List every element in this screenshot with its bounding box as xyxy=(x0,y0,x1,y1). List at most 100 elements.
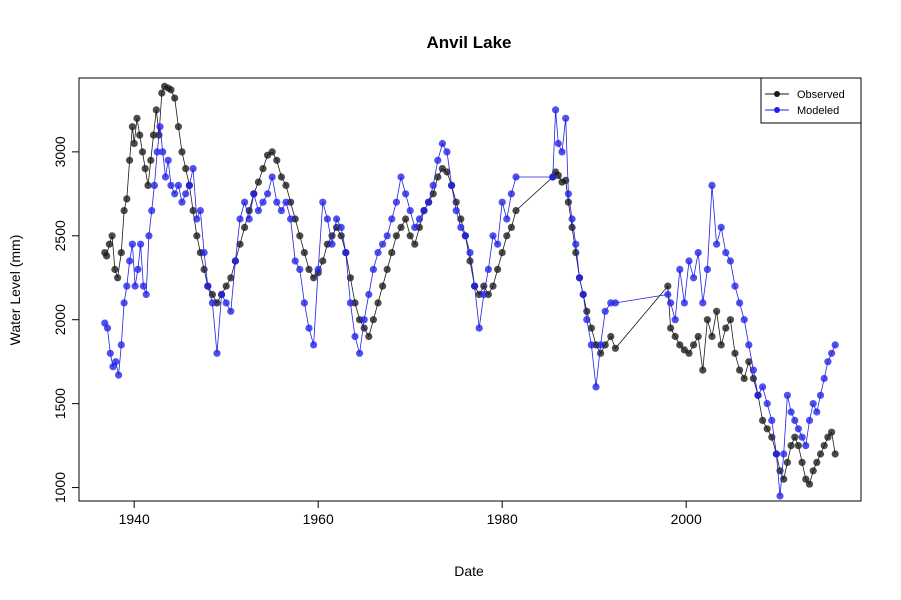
data-point-modeled xyxy=(776,492,784,500)
data-point-modeled xyxy=(145,232,153,240)
data-point-modeled xyxy=(360,316,368,324)
data-point-modeled xyxy=(480,290,488,299)
data-point-modeled xyxy=(471,282,479,290)
data-point-modeled xyxy=(554,139,562,148)
legend: Observed Modeled xyxy=(760,77,862,124)
data-point-modeled xyxy=(150,181,158,189)
data-point-modeled xyxy=(768,416,776,424)
legend-label-observed: Observed xyxy=(797,89,845,101)
data-point-modeled xyxy=(503,215,511,223)
data-point-modeled xyxy=(722,249,730,257)
data-point-observed xyxy=(583,307,591,315)
y-tick-label: 3000 xyxy=(52,136,68,167)
data-point-observed xyxy=(816,450,825,458)
data-point-modeled xyxy=(106,349,114,357)
data-point-modeled xyxy=(708,181,716,189)
data-point-observed xyxy=(690,341,698,349)
data-point-observed xyxy=(123,195,131,203)
data-point-observed xyxy=(572,249,580,257)
data-point-modeled xyxy=(713,240,721,248)
y-tick-label: 1000 xyxy=(52,472,68,503)
data-point-observed xyxy=(392,232,400,240)
data-point-observed xyxy=(736,366,744,374)
data-point-observed xyxy=(277,173,285,181)
data-point-modeled xyxy=(597,341,605,349)
data-point-modeled xyxy=(245,215,253,223)
x-axis-label: Date xyxy=(454,563,484,579)
data-point-modeled xyxy=(731,282,739,290)
data-point-modeled xyxy=(745,341,753,349)
data-point-modeled xyxy=(583,316,591,324)
data-point-observed xyxy=(174,123,182,131)
data-point-observed xyxy=(374,299,382,307)
data-point-observed xyxy=(783,458,792,466)
data-point-modeled xyxy=(406,207,414,215)
data-point-observed xyxy=(703,316,712,324)
data-point-modeled xyxy=(667,299,675,307)
data-point-modeled xyxy=(159,148,167,156)
data-point-modeled xyxy=(142,290,150,299)
data-point-modeled xyxy=(575,274,584,282)
data-point-modeled xyxy=(552,106,560,114)
data-point-modeled xyxy=(457,223,465,231)
data-point-modeled xyxy=(148,207,156,215)
data-point-modeled xyxy=(264,190,272,198)
data-point-observed xyxy=(820,442,828,450)
data-point-observed xyxy=(745,358,753,366)
data-point-observed xyxy=(554,171,562,179)
data-point-observed xyxy=(273,156,281,164)
data-point-observed xyxy=(794,442,803,450)
data-point-modeled xyxy=(680,299,689,307)
data-point-modeled xyxy=(794,425,803,433)
data-point-observed xyxy=(676,341,684,349)
data-point-observed xyxy=(406,232,414,240)
data-point-modeled xyxy=(126,257,134,265)
data-point-modeled xyxy=(123,282,131,290)
data-point-observed xyxy=(694,332,702,341)
data-point-observed xyxy=(111,265,119,273)
data-point-modeled xyxy=(494,240,502,248)
data-point-observed xyxy=(759,416,767,424)
data-point-observed xyxy=(798,458,806,466)
data-point-observed xyxy=(114,274,122,282)
x-tick-label: 2000 xyxy=(671,511,702,527)
data-point-modeled xyxy=(475,324,483,332)
data-point-modeled xyxy=(259,198,267,206)
data-point-observed xyxy=(740,374,748,383)
data-point-modeled xyxy=(388,215,396,223)
data-point-modeled xyxy=(189,165,197,173)
data-point-observed xyxy=(607,332,615,341)
data-point-observed xyxy=(138,148,147,156)
data-point-observed xyxy=(152,106,160,114)
data-point-observed xyxy=(126,156,134,164)
data-point-observed xyxy=(809,467,817,475)
data-point-observed xyxy=(241,223,249,231)
data-point-modeled xyxy=(296,265,304,273)
data-point-observed xyxy=(397,223,405,231)
data-point-modeled xyxy=(798,433,806,441)
data-point-modeled xyxy=(484,265,492,273)
data-point-observed xyxy=(568,223,576,231)
data-point-modeled xyxy=(153,148,161,156)
data-point-modeled xyxy=(763,400,771,408)
data-point-modeled xyxy=(305,324,313,332)
data-point-modeled xyxy=(268,173,276,181)
data-point-observed xyxy=(828,428,836,436)
data-point-modeled xyxy=(787,408,795,416)
data-point-observed xyxy=(117,249,125,257)
data-point-modeled xyxy=(611,299,620,307)
data-point-modeled xyxy=(425,198,433,206)
data-point-modeled xyxy=(287,215,295,223)
data-point-observed xyxy=(171,94,179,102)
data-point-observed xyxy=(259,165,267,173)
y-tick-label: 1500 xyxy=(52,388,68,419)
data-point-modeled xyxy=(185,181,193,189)
data-point-modeled xyxy=(182,190,190,198)
data-point-modeled xyxy=(549,173,557,181)
data-point-modeled xyxy=(448,181,456,189)
data-point-modeled xyxy=(134,265,142,273)
data-point-modeled xyxy=(558,148,566,156)
data-point-observed xyxy=(141,165,149,173)
